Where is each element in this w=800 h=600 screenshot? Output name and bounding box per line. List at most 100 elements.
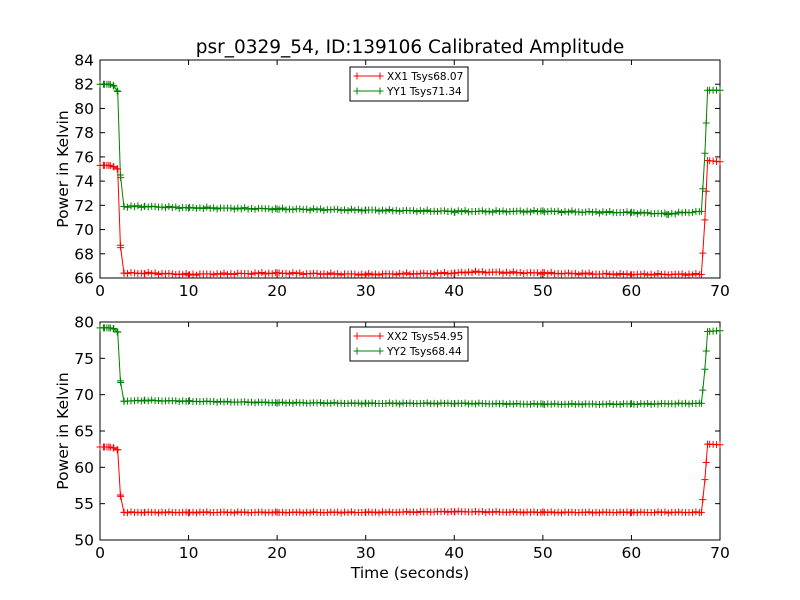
data-point-marker xyxy=(310,508,318,516)
data-point-marker xyxy=(227,204,235,212)
data-point-marker xyxy=(306,509,314,517)
data-point-marker xyxy=(671,210,679,218)
data-point-marker xyxy=(482,508,490,516)
bottom-panel: 0 10 20 30 40 50 60 70 50 55 60 65 70 75 80 Power in Ke… xyxy=(54,314,730,583)
series-xx1 xyxy=(96,157,724,279)
data-point-marker xyxy=(682,399,690,407)
data-point-marker xyxy=(702,119,710,127)
data-point-marker xyxy=(289,399,297,407)
data-point-marker xyxy=(716,327,724,335)
data-point-marker xyxy=(595,209,603,217)
legend-marker xyxy=(353,347,361,355)
data-point-marker xyxy=(372,206,380,214)
y-tick-label: 60 xyxy=(74,459,94,477)
data-point-marker xyxy=(451,269,459,277)
legend-marker xyxy=(376,332,384,340)
data-point-marker xyxy=(375,509,383,517)
data-point-marker xyxy=(716,158,724,166)
x-tick-label: 70 xyxy=(710,544,730,562)
data-point-marker xyxy=(630,208,638,216)
data-point-marker xyxy=(358,270,366,278)
data-point-marker xyxy=(272,508,280,516)
data-point-marker xyxy=(385,399,393,407)
data-point-marker xyxy=(413,270,421,278)
data-point-marker xyxy=(296,508,304,516)
data-point-marker xyxy=(496,268,504,276)
data-point-marker xyxy=(392,399,400,407)
data-point-marker xyxy=(427,400,435,408)
data-point-marker xyxy=(564,269,572,277)
data-point-marker xyxy=(623,270,631,278)
x-tick-label: 0 xyxy=(95,282,105,300)
data-point-marker xyxy=(106,81,114,89)
data-point-marker xyxy=(637,270,645,278)
data-point-marker xyxy=(489,508,497,516)
data-point-marker xyxy=(261,509,269,517)
x-tick-label: 0 xyxy=(95,544,105,562)
x-tick-label: 30 xyxy=(356,282,376,300)
y-tick-label: 75 xyxy=(74,350,94,368)
data-point-marker xyxy=(640,400,648,408)
data-point-marker xyxy=(699,496,707,504)
data-point-marker xyxy=(637,208,645,216)
data-point-marker xyxy=(682,271,690,279)
data-point-marker xyxy=(403,508,411,516)
data-point-marker xyxy=(330,270,338,278)
data-point-marker xyxy=(199,509,207,517)
data-point-marker xyxy=(316,399,324,407)
data-point-marker xyxy=(606,400,614,408)
y-tick-label: 76 xyxy=(74,148,94,166)
data-point-marker xyxy=(539,207,547,215)
x-tick-label: 20 xyxy=(267,544,287,562)
data-point-marker xyxy=(540,401,548,409)
data-point-marker xyxy=(688,271,696,279)
data-point-marker xyxy=(368,399,376,407)
data-point-marker xyxy=(640,270,648,278)
data-point-marker xyxy=(175,398,183,406)
data-point-marker xyxy=(210,204,218,212)
data-point-marker xyxy=(585,207,593,215)
data-point-marker xyxy=(499,269,507,277)
data-point-marker xyxy=(520,269,528,277)
data-point-marker xyxy=(599,208,607,216)
data-point-marker xyxy=(210,271,218,279)
data-point-marker xyxy=(192,509,200,517)
y-tick-label: 70 xyxy=(74,386,94,404)
y-axis-label: Power in Kelvin xyxy=(54,110,72,227)
legend-label: YY1 Tsys71.34 xyxy=(386,86,462,98)
data-point-marker xyxy=(279,204,287,212)
x-tick-label: 60 xyxy=(622,544,642,562)
data-point-marker xyxy=(365,400,373,408)
data-point-marker xyxy=(475,268,483,276)
data-point-marker xyxy=(127,508,135,516)
data-point-marker xyxy=(161,270,169,278)
data-point-marker xyxy=(444,270,452,278)
data-point-marker xyxy=(299,399,307,407)
data-point-marker xyxy=(561,207,569,215)
data-point-marker xyxy=(434,208,442,216)
data-point-marker xyxy=(248,270,256,278)
data-point-marker xyxy=(554,207,562,215)
data-point-marker xyxy=(341,206,349,214)
data-point-marker xyxy=(124,203,132,211)
x-tick-label: 20 xyxy=(267,282,287,300)
data-point-marker xyxy=(451,508,459,516)
data-point-marker xyxy=(275,269,283,277)
data-point-marker xyxy=(509,400,517,408)
data-point-marker xyxy=(609,270,617,278)
data-point-marker xyxy=(299,270,307,278)
data-point-marker xyxy=(114,328,122,336)
data-point-marker xyxy=(217,270,225,278)
y-tick-label: 55 xyxy=(74,495,94,513)
data-point-marker xyxy=(130,203,138,211)
data-point-marker xyxy=(516,269,524,277)
data-point-marker xyxy=(279,508,287,516)
data-point-marker xyxy=(595,509,603,517)
data-point-marker xyxy=(430,399,438,407)
data-point-marker xyxy=(606,271,614,279)
data-point-marker xyxy=(478,207,486,215)
data-point-marker xyxy=(368,271,376,279)
data-point-marker xyxy=(114,87,122,95)
data-point-marker xyxy=(699,386,707,394)
data-point-marker xyxy=(461,399,469,407)
